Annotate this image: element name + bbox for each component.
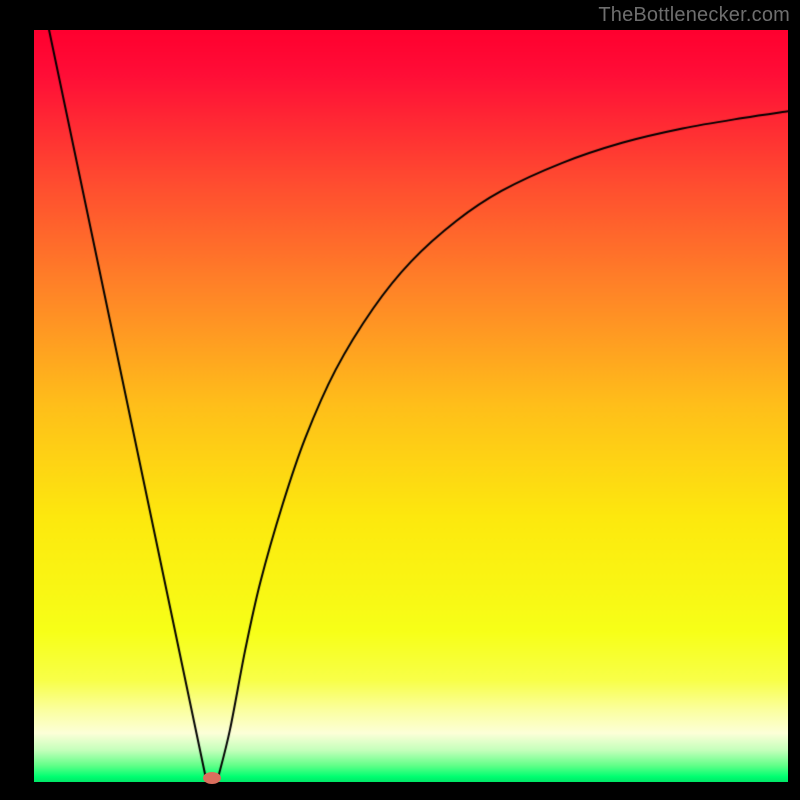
optimum-marker [203, 772, 221, 784]
plot-area [34, 30, 788, 782]
bottleneck-curve [34, 30, 788, 782]
figure-container: TheBottlenecker.com [0, 0, 800, 800]
watermark-text: TheBottlenecker.com [598, 4, 790, 27]
